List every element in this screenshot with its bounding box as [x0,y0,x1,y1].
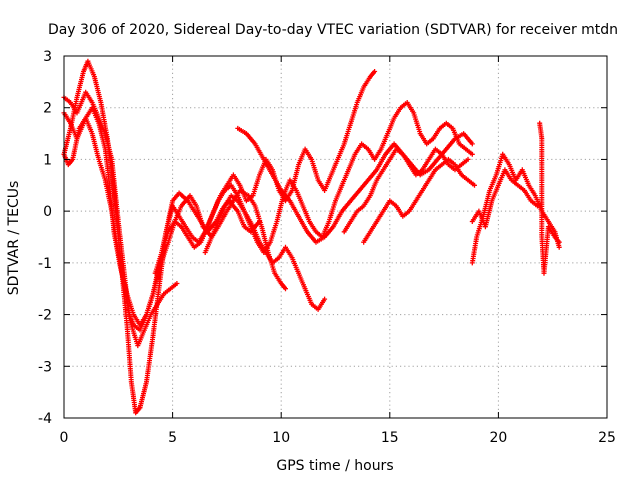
x-tick-label: 5 [168,430,177,446]
data-point-markers [202,100,475,255]
y-tick-label: 2 [43,101,52,117]
y-tick-label: 3 [43,49,52,65]
x-axis-label: GPS time / hours [276,458,393,474]
data-point-markers [537,120,562,276]
data-point-markers [235,125,475,245]
data-point-markers [341,146,471,235]
series-markers [61,105,328,328]
axis-ticks: 0 5 10 15 20 25 -4 -3 -2 -1 0 1 2 3 [38,49,616,446]
y-tick-label: -4 [38,411,52,427]
y-axis-label: SDTVAR / TECUs [6,181,22,296]
data-point-markers [61,105,328,328]
series-markers [469,167,540,230]
x-tick-label: 20 [489,430,507,446]
y-tick-label: -3 [38,359,52,375]
chart-title: Day 306 of 2020, Sidereal Day-to-day VTE… [48,22,618,38]
data-marks [61,58,562,416]
y-tick-label: 1 [43,152,52,168]
y-tick-label: 0 [43,204,52,220]
y-tick-label: -2 [38,308,52,324]
data-point-markers [361,156,477,245]
x-tick-label: 10 [272,430,290,446]
grid-lines [64,56,607,418]
y-tick-label: -1 [38,256,52,272]
x-tick-label: 0 [60,430,69,446]
series-markers [202,100,475,255]
data-point-markers [469,151,562,266]
series-markers [537,120,562,276]
x-tick-label: 25 [598,430,616,446]
series-markers [235,125,475,245]
data-point-markers [152,69,378,276]
plot-frame [63,55,608,419]
x-tick-label: 15 [381,430,399,446]
data-point-markers [469,167,540,230]
series-markers [361,156,477,245]
series-markers [152,69,378,276]
series-markers [341,146,471,235]
series-markers [469,151,562,266]
